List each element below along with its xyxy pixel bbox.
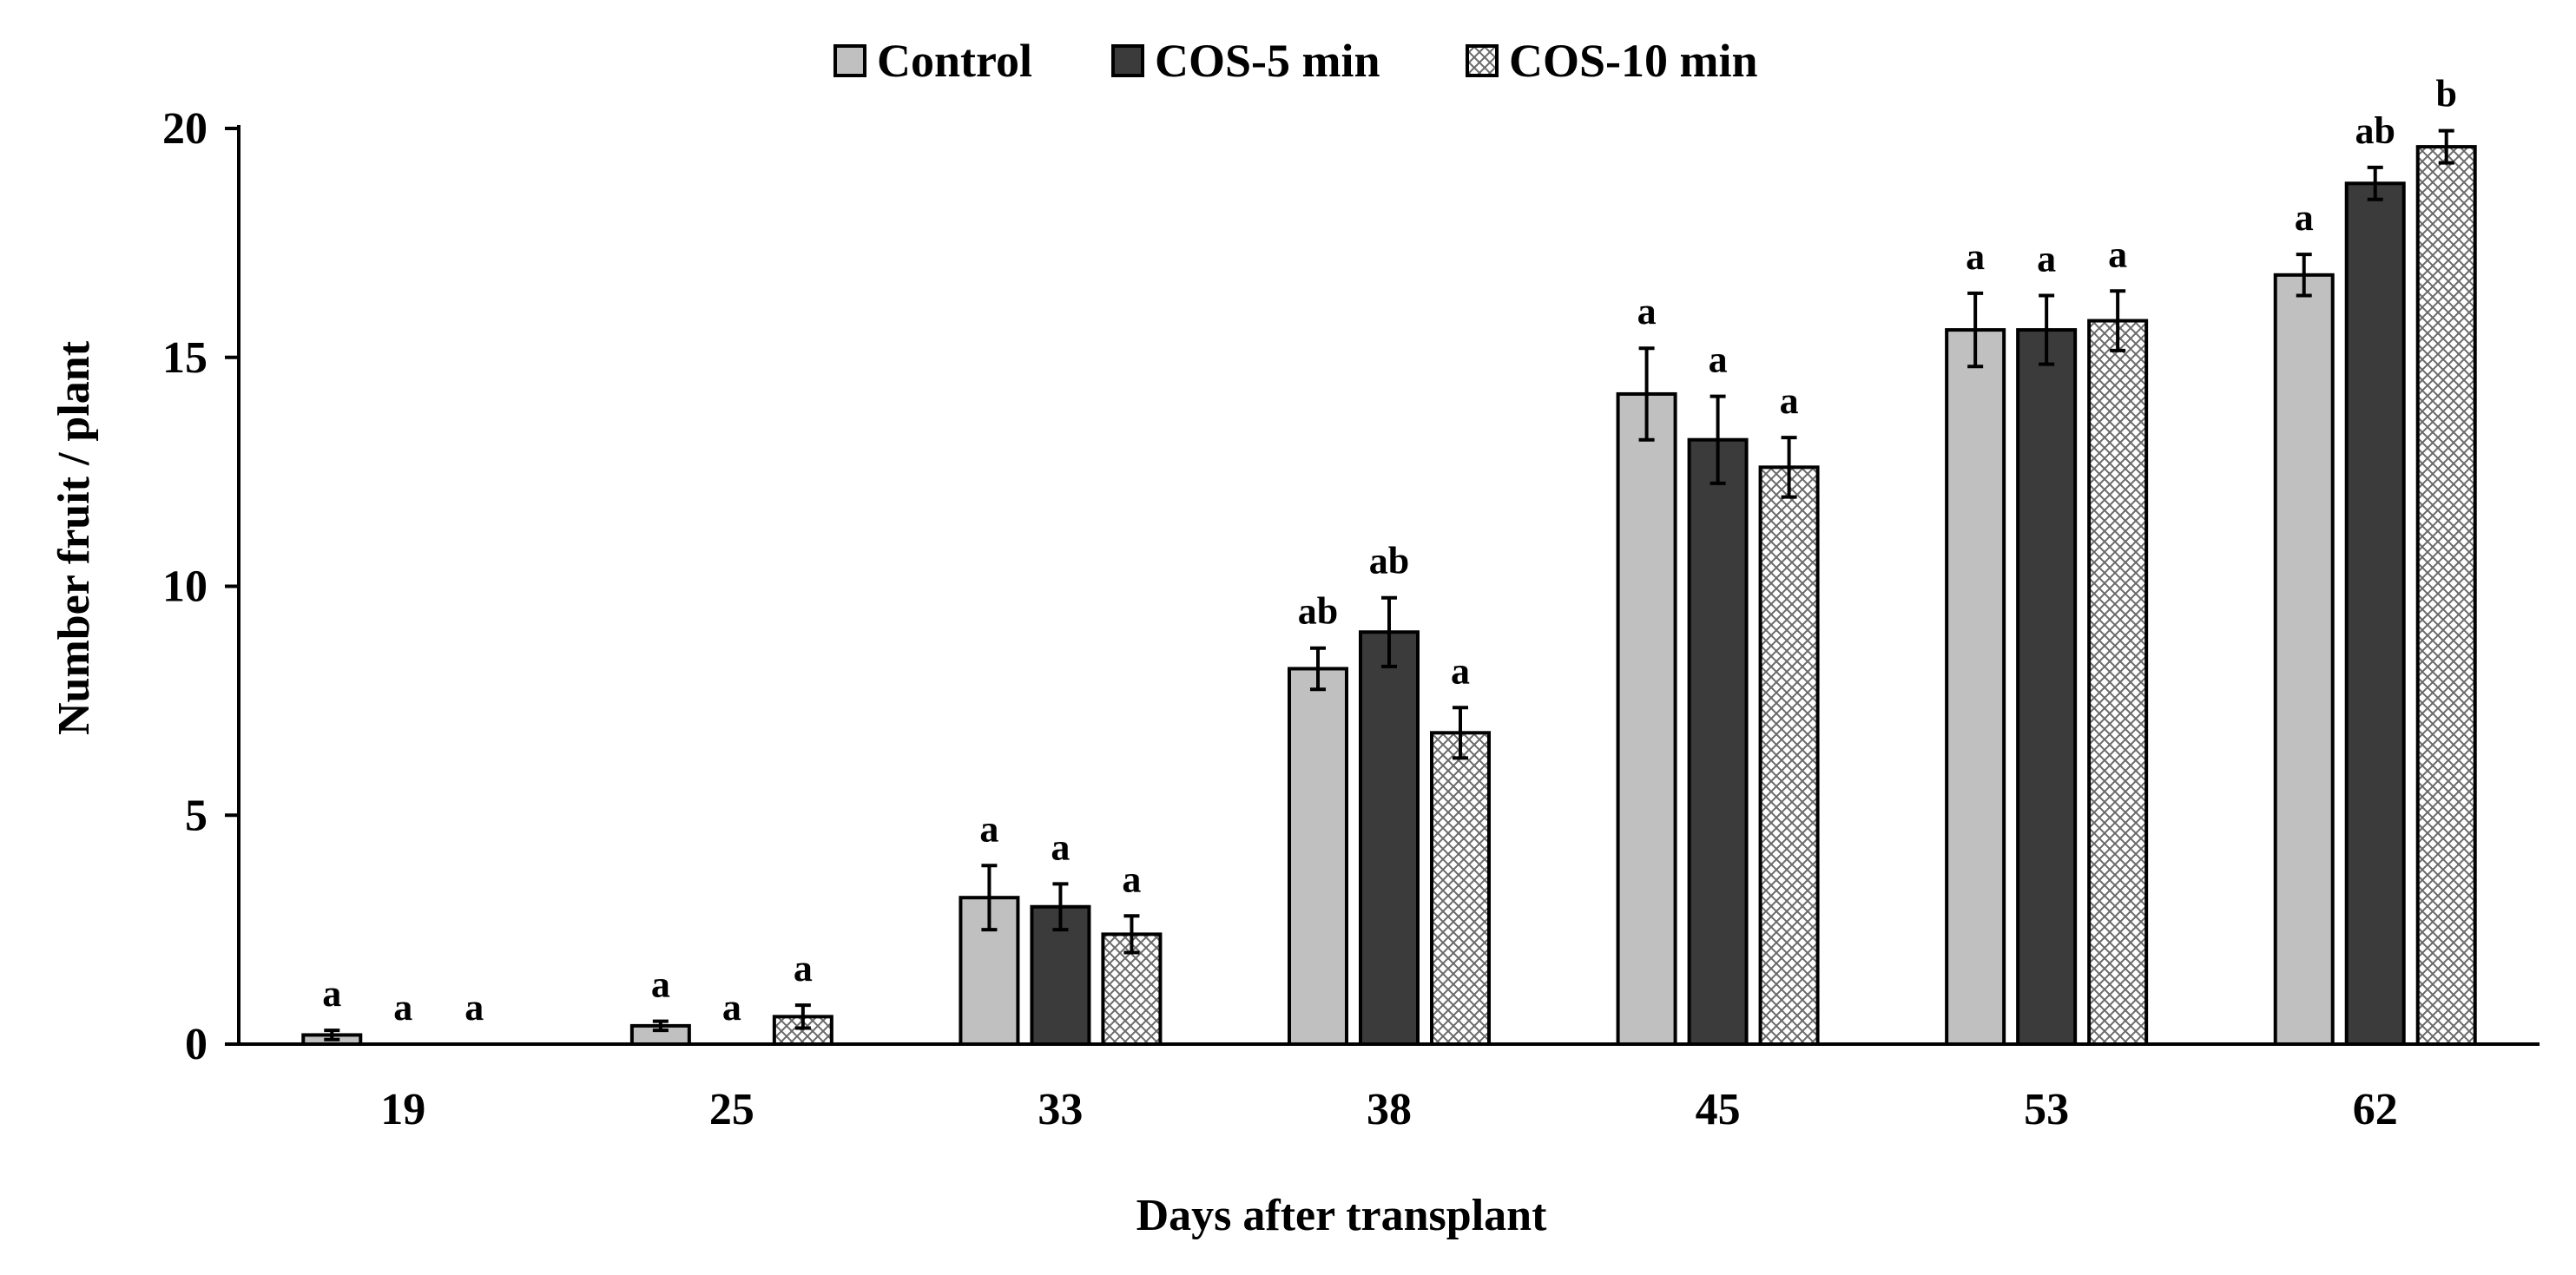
legend-swatch-cos-5-min <box>1111 44 1144 77</box>
y-tick-label: 20 <box>162 104 208 154</box>
bar <box>2415 145 2477 1047</box>
significance-letter: a <box>651 963 670 1006</box>
legend-item-control[interactable]: Control <box>833 35 1032 87</box>
x-tick-label: 62 <box>2353 1085 2398 1134</box>
bar <box>2273 273 2335 1046</box>
axes: 0 5 10 15 20 19 25 33 38 45 53 62 <box>162 104 2540 1134</box>
y-tick-label: 15 <box>162 333 208 383</box>
bar <box>1687 437 1749 1046</box>
bar <box>1758 465 1820 1046</box>
legend-label-cos-5-min: COS-5 min <box>1155 35 1380 87</box>
significance-letter: a <box>1451 649 1470 692</box>
significance-letter: ab <box>1298 590 1338 633</box>
x-tick-label: 25 <box>709 1085 754 1134</box>
significance-letter: ab <box>2355 109 2395 152</box>
y-axis-title: Number fruit / plant <box>49 340 99 735</box>
significance-letter: a <box>794 947 813 989</box>
bar <box>1359 630 1420 1046</box>
bar <box>1616 391 1677 1046</box>
x-tick-label: 19 <box>380 1085 425 1134</box>
significance-letter: a <box>393 986 412 1029</box>
significance-letter: ab <box>1369 540 1409 582</box>
significance-letter: a <box>2295 196 2314 239</box>
bar <box>1430 731 1491 1046</box>
legend-item-cos-10-min[interactable]: COS-10 min <box>1466 35 1758 87</box>
y-tick-label: 5 <box>185 791 208 840</box>
y-tick-label: 0 <box>185 1020 208 1069</box>
significance-letter: a <box>2037 238 2056 280</box>
significance-letter: a <box>1966 235 1985 278</box>
bar <box>1288 667 1348 1046</box>
significance-letter: a <box>1709 338 1728 381</box>
x-axis-title: Days after transplant <box>1136 1191 1547 1240</box>
legend-item-cos-5-min[interactable]: COS-5 min <box>1111 35 1380 87</box>
significance-letter: a <box>1051 825 1070 868</box>
x-tick-label: 38 <box>1367 1085 1412 1134</box>
significance-letter: a <box>1637 290 1657 332</box>
bar <box>2016 328 2078 1047</box>
legend-swatch-cos-10-min <box>1466 44 1499 77</box>
significance-letter: a <box>322 972 341 1015</box>
legend: Control COS-5 min COS-10 min <box>833 35 1758 87</box>
bar <box>1945 328 2006 1047</box>
significance-letter: a <box>2108 233 2127 275</box>
significance-letter: b <box>2435 73 2456 115</box>
legend-swatch-control <box>833 44 866 77</box>
bar <box>2087 319 2149 1046</box>
legend-label-control: Control <box>877 35 1032 87</box>
significance-letter: a <box>979 807 998 850</box>
significance-letter: a <box>1780 379 1799 422</box>
bar <box>2344 181 2406 1047</box>
x-tick-label: 33 <box>1038 1085 1083 1134</box>
bars <box>301 128 2477 1047</box>
legend-label-cos-10-min: COS-10 min <box>1509 35 1758 87</box>
y-tick-label: 10 <box>162 562 208 612</box>
x-tick-label: 45 <box>1696 1085 1741 1134</box>
significance-letter: a <box>722 986 741 1029</box>
significance-letter: a <box>464 986 484 1029</box>
x-tick-label: 53 <box>2024 1085 2069 1134</box>
significance-letter: a <box>1122 858 1141 900</box>
